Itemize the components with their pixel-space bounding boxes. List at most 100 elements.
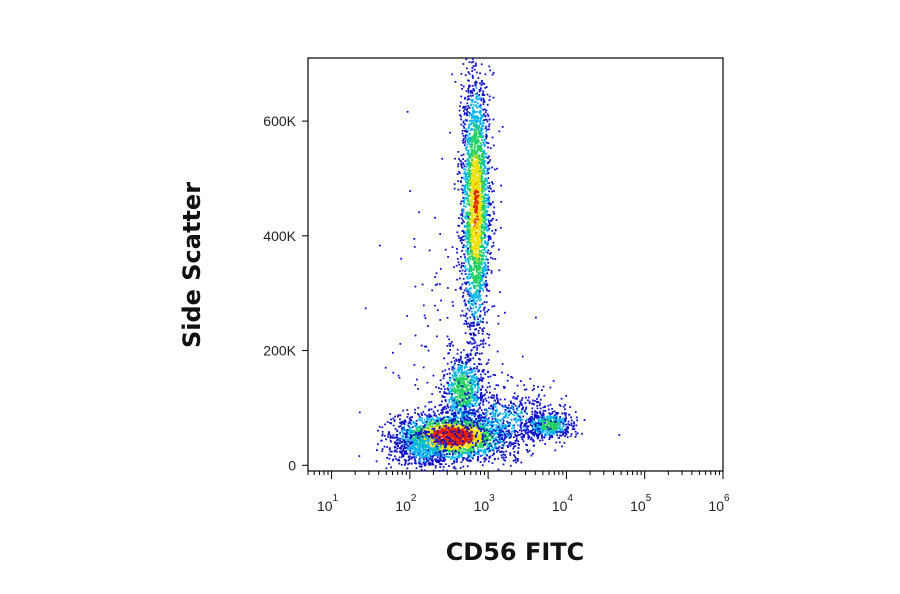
event-dot [467, 261, 470, 264]
event-dot [459, 202, 462, 205]
event-dot [471, 90, 473, 92]
event-dot [469, 366, 472, 369]
event-dot [487, 197, 490, 200]
event-dot [478, 304, 481, 306]
event-dot [457, 417, 460, 419]
event-dot [472, 176, 475, 178]
event-dot [471, 100, 474, 103]
event-dot [476, 125, 479, 128]
event-dot [427, 415, 430, 418]
event-dot [453, 383, 456, 386]
event-dot [409, 427, 412, 429]
event-dot [493, 232, 496, 235]
event-dot [485, 427, 488, 430]
event-dot [458, 412, 461, 414]
event-dot [460, 381, 463, 384]
event-dot [483, 172, 486, 175]
event-dot [455, 371, 457, 374]
event-dot [457, 385, 460, 387]
event-dot [477, 446, 480, 449]
event-dot [444, 458, 447, 461]
event-dot [482, 237, 484, 239]
event-dot [471, 274, 474, 276]
event-dot [455, 452, 457, 454]
event-dot [463, 427, 465, 430]
event-dot [484, 456, 487, 459]
event-dot [478, 172, 480, 175]
event-dot [482, 135, 485, 137]
event-dot [469, 199, 472, 201]
event-dot [472, 432, 475, 435]
event-dot [508, 443, 511, 445]
event-dot [404, 420, 407, 423]
event-dot [463, 402, 465, 404]
event-dot [455, 419, 458, 422]
event-dot [473, 312, 476, 315]
event-dot [478, 149, 481, 152]
event-dot [469, 358, 472, 360]
event-dot [468, 302, 470, 304]
event-dot [470, 114, 473, 117]
event-dot [471, 247, 473, 249]
event-dot [441, 157, 444, 160]
event-dot [481, 446, 484, 449]
event-dot [469, 84, 471, 87]
event-dot [448, 376, 451, 379]
event-dot [470, 128, 473, 131]
event-dot [464, 160, 467, 163]
event-dot [462, 153, 465, 156]
event-dot [476, 431, 478, 433]
event-dot [409, 422, 412, 425]
event-dot [484, 233, 487, 236]
event-dot [484, 393, 486, 396]
event-dot [412, 421, 414, 423]
event-dot [471, 160, 474, 163]
event-dot [473, 261, 476, 264]
event-dot [467, 164, 470, 167]
event-dot [462, 362, 465, 365]
event-dot [460, 403, 463, 406]
event-dot [482, 167, 485, 170]
event-dot [465, 452, 467, 454]
event-dot [483, 185, 486, 187]
event-dot [407, 432, 410, 435]
event-dot [476, 270, 478, 272]
event-dot [463, 168, 466, 171]
event-dot [458, 455, 461, 457]
event-dot [466, 228, 468, 231]
event-dot [389, 413, 392, 415]
event-dot [426, 451, 429, 454]
event-dot [476, 214, 478, 217]
event-dot [467, 400, 470, 402]
event-dot [485, 133, 488, 136]
event-dot [389, 422, 392, 424]
event-dot [464, 390, 467, 393]
event-dot [474, 171, 477, 174]
event-dot [456, 348, 459, 351]
event-dot [450, 361, 453, 364]
event-dot [486, 272, 489, 275]
event-dot [459, 213, 462, 216]
event-dot [462, 200, 465, 203]
event-dot [454, 448, 457, 450]
event-dot [492, 201, 494, 204]
event-dot [418, 414, 420, 416]
event-dot [460, 154, 463, 157]
event-dot [478, 225, 481, 228]
event-dot [478, 220, 480, 223]
event-dot [480, 133, 483, 136]
event-dot [421, 421, 424, 424]
event-dot [462, 163, 465, 166]
event-dot [466, 146, 468, 148]
event-dot [470, 337, 473, 339]
event-dot [478, 158, 481, 161]
event-dot [474, 380, 476, 383]
event-dot [476, 427, 479, 429]
event-dot [436, 423, 439, 426]
event-dot [469, 176, 472, 179]
event-dot [475, 280, 478, 282]
event-dot [488, 99, 491, 101]
event-dot [451, 368, 454, 371]
event-dot [449, 448, 452, 450]
event-dot [429, 426, 431, 428]
